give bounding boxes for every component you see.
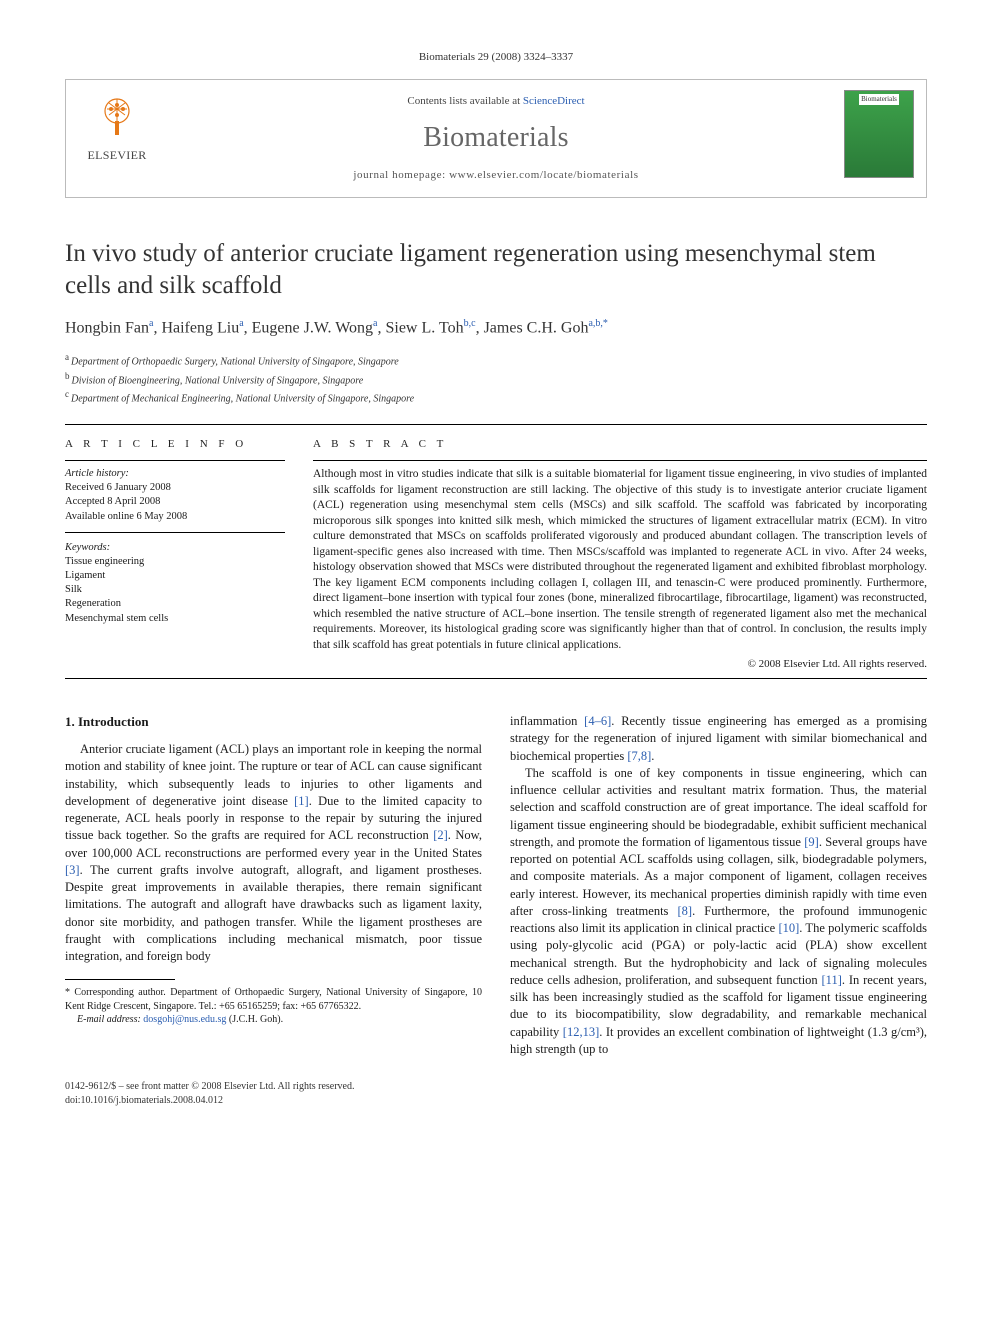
affiliation-a: Department of Orthopaedic Surgery, Natio… — [71, 356, 399, 367]
journal-homepage-line: journal homepage: www.elsevier.com/locat… — [176, 168, 816, 183]
received-date: Received 6 January 2008 — [65, 481, 285, 495]
ref-7-8-link[interactable]: [7,8] — [627, 749, 651, 763]
author-4: Siew L. Toh — [385, 319, 463, 336]
article-info-column: A R T I C L E I N F O Article history: R… — [65, 431, 285, 672]
publisher-logo: ELSEVIER — [78, 90, 156, 168]
bottom-abstract-rule — [65, 678, 927, 679]
journal-name: Biomaterials — [176, 119, 816, 157]
front-matter-line: 0142-9612/$ – see front matter © 2008 El… — [65, 1080, 354, 1094]
corresponding-star: * — [603, 318, 608, 329]
contents-available-line: Contents lists available at ScienceDirec… — [176, 94, 816, 109]
doi-line: doi:10.1016/j.biomaterials.2008.04.012 — [65, 1094, 354, 1108]
author-5: James C.H. Goh — [484, 319, 589, 336]
author-5-aff: a,b, — [588, 318, 602, 329]
corresponding-author-footnote: * Corresponding author. Department of Or… — [65, 986, 482, 1027]
section-1-heading: 1. Introduction — [65, 713, 482, 731]
keywords-label: Keywords: — [65, 541, 285, 555]
article-history-block: Article history: Received 6 January 2008… — [65, 461, 285, 533]
abstract-column: A B S T R A C T Although most in vitro s… — [313, 431, 927, 672]
ref-9-link[interactable]: [9] — [804, 835, 819, 849]
abstract-text: Although most in vitro studies indicate … — [313, 461, 927, 653]
history-label: Article history: — [65, 467, 285, 481]
contents-prefix: Contents lists available at — [407, 95, 522, 107]
keywords-block: Keywords: Tissue engineering Ligament Si… — [65, 541, 285, 634]
author-2-aff: a — [239, 318, 243, 329]
keyword-4: Regeneration — [65, 597, 285, 611]
ref-4-6-link[interactable]: [4–6] — [584, 714, 611, 728]
ref-3-link[interactable]: [3] — [65, 863, 80, 877]
top-rule — [65, 424, 927, 425]
homepage-prefix: journal homepage: — [353, 169, 449, 181]
elsevier-tree-icon — [95, 95, 139, 145]
abstract-copyright: © 2008 Elsevier Ltd. All rights reserved… — [313, 657, 927, 672]
journal-masthead: ELSEVIER Biomaterials Contents lists ava… — [65, 79, 927, 198]
keyword-5: Mesenchymal stem cells — [65, 612, 285, 626]
affiliation-c: Department of Mechanical Engineering, Na… — [71, 394, 414, 405]
ref-12-13-link[interactable]: [12,13] — [563, 1025, 599, 1039]
online-date: Available online 6 May 2008 — [65, 510, 285, 524]
footnote-rule — [65, 979, 175, 980]
keyword-3: Silk — [65, 583, 285, 597]
cover-label: Biomaterials — [859, 94, 899, 105]
affiliations: aDepartment of Orthopaedic Surgery, Nati… — [65, 351, 927, 406]
author-1-aff: a — [149, 318, 153, 329]
ref-1-link[interactable]: [1] — [294, 794, 309, 808]
ref-8-link[interactable]: [8] — [678, 904, 693, 918]
corresponding-email-link[interactable]: dosgohj@nus.edu.sg — [143, 1014, 226, 1025]
homepage-url: www.elsevier.com/locate/biomaterials — [449, 169, 639, 181]
body-text: 1. Introduction Anterior cruciate ligame… — [65, 713, 927, 1058]
page-footer: 0142-9612/$ – see front matter © 2008 El… — [65, 1080, 927, 1107]
ref-11-link[interactable]: [11] — [822, 973, 842, 987]
running-head: Biomaterials 29 (2008) 3324–3337 — [65, 50, 927, 65]
journal-cover-thumb: Biomaterials — [844, 90, 914, 178]
abstract-heading: A B S T R A C T — [313, 437, 927, 452]
author-2: Haifeng Liu — [161, 319, 239, 336]
author-4-aff: b,c — [464, 318, 476, 329]
author-1: Hongbin Fan — [65, 319, 149, 336]
publisher-name: ELSEVIER — [87, 147, 146, 163]
ref-10-link[interactable]: [10] — [778, 921, 799, 935]
keyword-1: Tissue engineering — [65, 555, 285, 569]
author-3: Eugene J.W. Wong — [252, 319, 373, 336]
footnote-corr-text: Corresponding author. Department of Orth… — [65, 987, 482, 1012]
p2-c: . — [651, 749, 654, 763]
p2-a: inflammation — [510, 714, 584, 728]
article-info-heading: A R T I C L E I N F O — [65, 437, 285, 452]
email-tail: (J.C.H. Goh). — [226, 1014, 283, 1025]
author-3-aff: a — [373, 318, 377, 329]
ref-2-link[interactable]: [2] — [433, 828, 448, 842]
accepted-date: Accepted 8 April 2008 — [65, 495, 285, 509]
keyword-2: Ligament — [65, 569, 285, 583]
authors-line: Hongbin Fana, Haifeng Liua, Eugene J.W. … — [65, 317, 927, 339]
sciencedirect-link[interactable]: ScienceDirect — [523, 95, 585, 107]
p1-d: . The current grafts involve autograft, … — [65, 863, 482, 963]
article-title: In vivo study of anterior cruciate ligam… — [65, 238, 927, 301]
email-label: E-mail address: — [77, 1014, 143, 1025]
affiliation-b: Division of Bioengineering, National Uni… — [72, 375, 364, 386]
